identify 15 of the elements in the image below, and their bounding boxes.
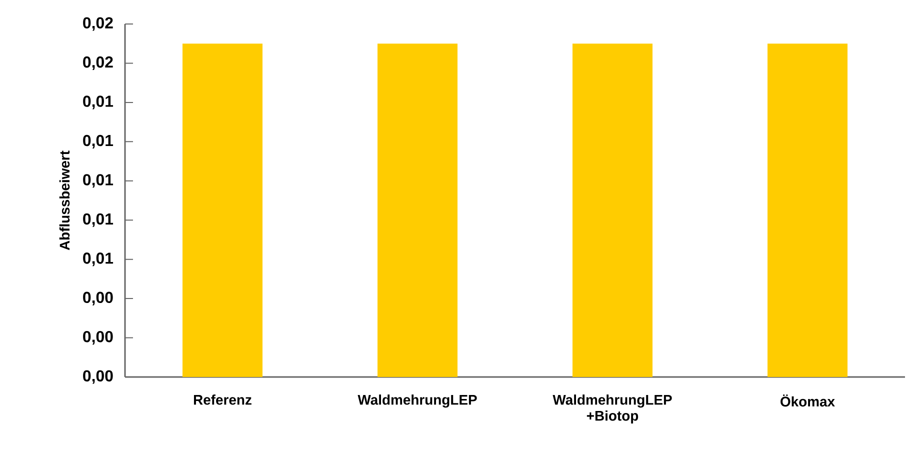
y-tick-label: 0,01 <box>83 134 114 148</box>
y-tick-label: 0,02 <box>83 56 113 70</box>
y-axis-title: Abflussbeiwert <box>59 150 70 250</box>
y-tick-label: 0,00 <box>83 370 113 384</box>
x-tick-label: Referenz <box>194 394 252 405</box>
x-tick-label: Ökomax <box>780 394 835 407</box>
y-tick-label: 0,02 <box>83 17 113 31</box>
y-tick-label: 0,01 <box>83 174 114 188</box>
y-tick-label: 0,01 <box>83 213 114 227</box>
y-tick-label: 0,00 <box>83 330 113 345</box>
x-tick-label: WaldmehrungLEP <box>358 394 477 408</box>
y-tick-label: 0,00 <box>83 292 113 306</box>
y-tick-label: 0,01 <box>83 96 114 110</box>
x-tick-label: WaldmehrungLEP +Biotop <box>552 394 672 424</box>
y-tick-label: 0,01 <box>83 252 114 266</box>
